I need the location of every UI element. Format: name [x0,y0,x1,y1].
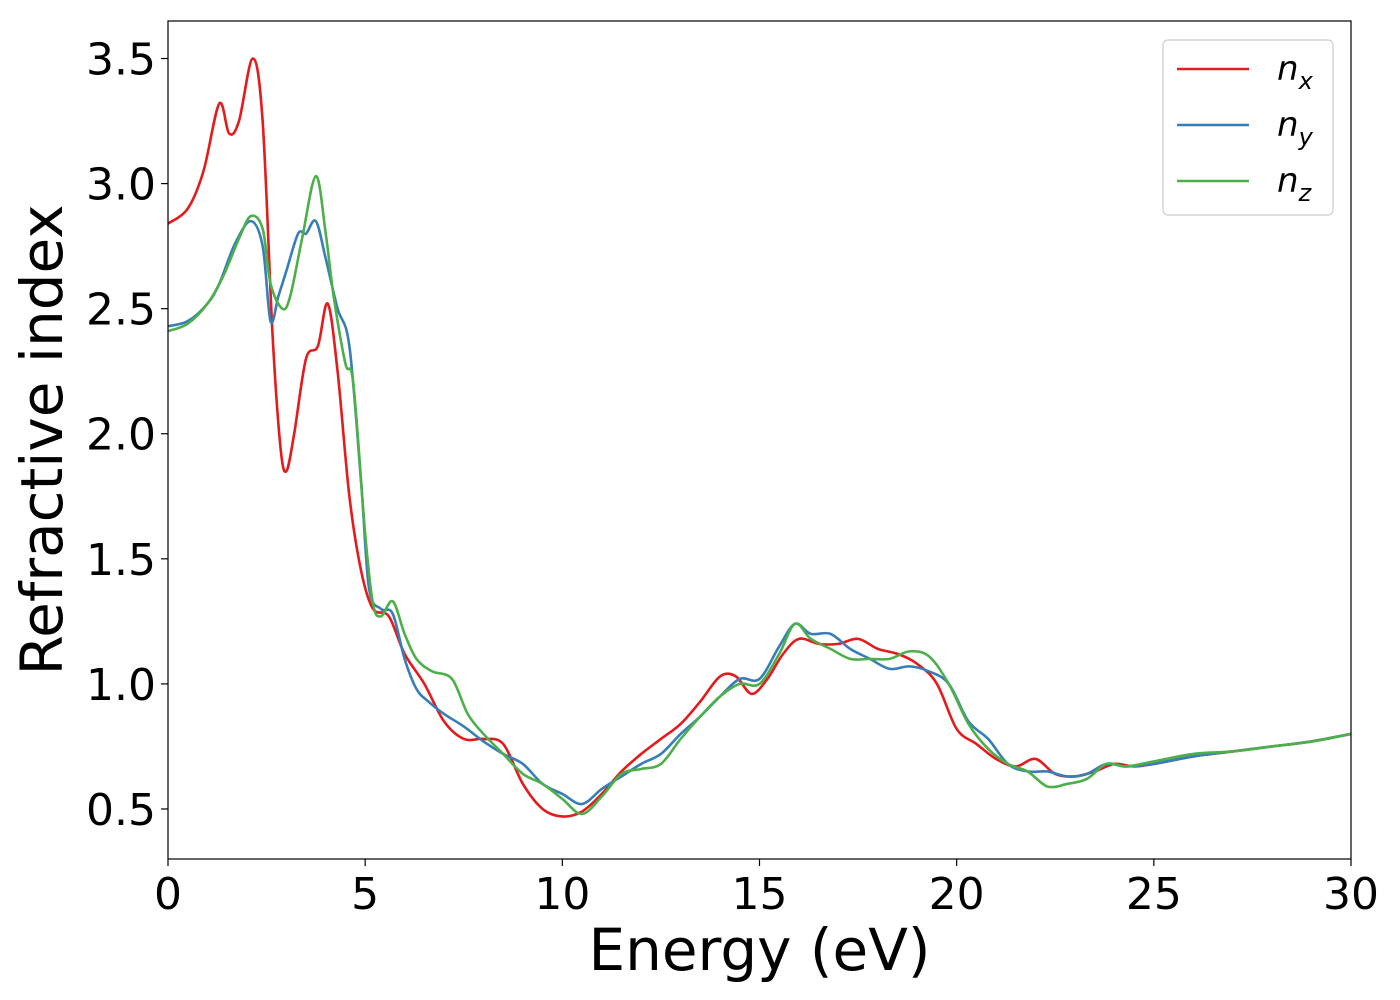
y-axis-ticks: 0.5 1.0 1.5 2.0 2.5 3.0 3.5 [86,35,168,836]
x-axis-ticks: 0 5 10 15 20 25 30 [154,859,1379,920]
legend-label-n-y: ny [1277,105,1314,151]
x-tick-label: 15 [732,869,788,920]
series-line-n-z [168,174,1351,816]
x-tick-label: 10 [534,869,590,920]
legend-label-subscript: x [1298,67,1314,95]
y-tick-label: 3.0 [86,160,156,211]
legend-label-n-x: nx [1277,49,1314,95]
x-axis-label: Energy (eV) [588,916,930,984]
legend-label-subscript: y [1298,123,1314,151]
y-tick-label: 2.5 [86,285,156,336]
legend-label-base: n [1277,49,1299,89]
y-tick-label: 2.0 [86,410,156,461]
y-tick-label: 0.5 [86,785,156,836]
x-tick-label: 0 [154,869,182,920]
x-tick-label: 20 [929,869,985,920]
x-tick-label: 30 [1323,869,1379,920]
legend-label-n-z: nz [1277,161,1313,207]
series-layer [168,57,1351,818]
y-axis-label: Refractive index [8,204,76,675]
legend-label-base: n [1277,105,1299,145]
legend-box [1162,39,1334,216]
x-tick-label: 25 [1126,869,1182,920]
legend-label-subscript: z [1298,179,1313,207]
y-tick-label: 1.5 [86,535,156,586]
series-line-n-x [168,57,1351,818]
y-tick-label: 1.0 [86,660,156,711]
y-tick-label: 3.5 [86,35,156,86]
x-tick-label: 5 [351,869,379,920]
legend-label-base: n [1277,161,1299,201]
